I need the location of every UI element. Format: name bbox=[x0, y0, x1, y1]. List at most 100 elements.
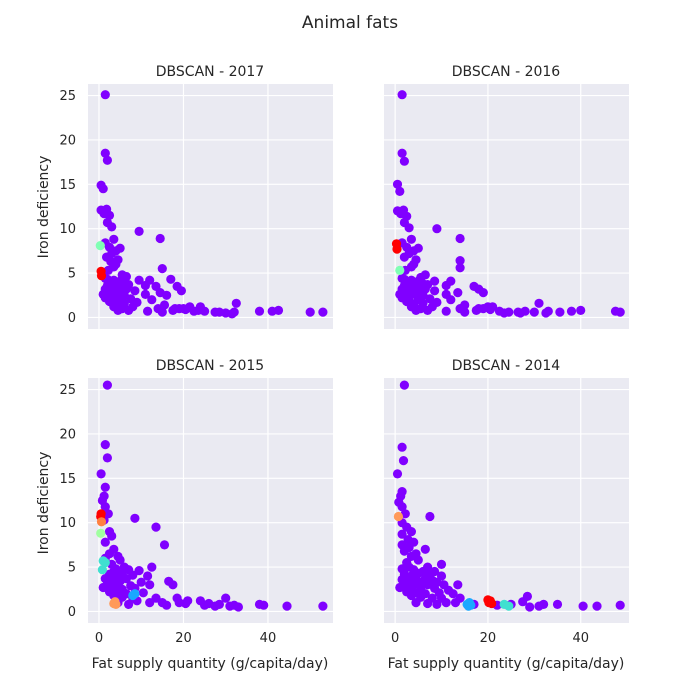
data-point bbox=[504, 601, 514, 611]
data-point bbox=[400, 509, 410, 519]
y-tick-label: 15 bbox=[59, 472, 76, 487]
y-tick-label: 5 bbox=[68, 267, 76, 282]
data-point bbox=[318, 307, 328, 317]
data-point bbox=[397, 90, 407, 100]
data-point bbox=[130, 286, 140, 296]
data-point bbox=[432, 224, 442, 234]
data-point bbox=[155, 233, 165, 244]
data-point bbox=[397, 148, 407, 158]
y-tick-label: 0 bbox=[68, 605, 76, 620]
data-point bbox=[539, 599, 549, 610]
y-tick-label: 25 bbox=[59, 383, 76, 398]
data-point bbox=[448, 589, 458, 599]
data-point bbox=[423, 598, 433, 609]
data-point bbox=[96, 469, 106, 479]
panel-2014: DBSCAN - 2014 0 20 40 bbox=[384, 358, 629, 646]
data-point bbox=[430, 276, 440, 286]
data-point bbox=[578, 601, 588, 611]
x-tick-label: 40 bbox=[572, 631, 589, 646]
data-point bbox=[97, 565, 107, 575]
x-axis-label-right: Fat supply quantity (g/capita/day) bbox=[388, 656, 625, 672]
data-point bbox=[162, 290, 172, 300]
data-point bbox=[128, 590, 138, 601]
data-point bbox=[103, 265, 113, 275]
data-point bbox=[552, 599, 563, 610]
data-point bbox=[102, 453, 112, 463]
data-point bbox=[100, 90, 110, 100]
data-point bbox=[399, 252, 409, 262]
data-point bbox=[478, 288, 488, 298]
data-point bbox=[157, 307, 167, 317]
data-point bbox=[140, 280, 150, 291]
data-point bbox=[392, 244, 402, 254]
panel-2016-title: DBSCAN - 2016 bbox=[452, 64, 561, 80]
data-point bbox=[102, 380, 112, 390]
data-point bbox=[231, 298, 241, 308]
data-point bbox=[518, 597, 528, 607]
data-point bbox=[529, 307, 539, 317]
data-point bbox=[455, 256, 465, 266]
data-point bbox=[485, 304, 495, 315]
data-point bbox=[96, 528, 106, 538]
data-point bbox=[425, 294, 435, 304]
data-point bbox=[463, 601, 474, 611]
data-point bbox=[282, 601, 292, 611]
panel-2017-title: DBSCAN - 2017 bbox=[156, 64, 264, 80]
data-point bbox=[305, 307, 315, 317]
data-point bbox=[273, 305, 284, 315]
data-point bbox=[200, 600, 210, 610]
data-point bbox=[576, 305, 586, 315]
data-point bbox=[181, 598, 191, 609]
data-point bbox=[453, 580, 463, 590]
data-point bbox=[432, 599, 442, 610]
data-point bbox=[124, 599, 134, 610]
y-axis-label-bottom: Iron deficiency bbox=[36, 452, 52, 555]
data-point bbox=[98, 184, 108, 194]
data-point bbox=[398, 456, 409, 466]
data-point bbox=[566, 306, 577, 316]
data-point bbox=[446, 295, 456, 305]
data-point bbox=[592, 601, 602, 611]
data-point bbox=[441, 306, 451, 316]
data-point bbox=[115, 555, 125, 565]
data-point bbox=[413, 555, 423, 565]
y-tick-label: 5 bbox=[68, 561, 76, 576]
data-point bbox=[399, 156, 409, 166]
x-tick-label: 0 bbox=[95, 631, 103, 646]
data-point bbox=[100, 440, 110, 450]
data-point bbox=[168, 580, 178, 590]
data-point bbox=[425, 511, 435, 522]
data-point bbox=[254, 306, 265, 316]
data-point bbox=[423, 580, 433, 590]
data-point bbox=[134, 275, 144, 285]
data-point bbox=[104, 210, 115, 220]
data-point bbox=[130, 513, 140, 523]
data-point bbox=[392, 469, 403, 479]
data-point bbox=[615, 307, 625, 317]
data-point bbox=[399, 380, 409, 390]
data-point bbox=[460, 307, 470, 317]
data-point bbox=[515, 308, 526, 318]
data-point bbox=[395, 186, 405, 196]
data-point bbox=[159, 540, 170, 550]
data-point bbox=[543, 306, 553, 316]
x-tick-label: 20 bbox=[480, 631, 497, 646]
data-point bbox=[138, 588, 148, 598]
data-point bbox=[406, 527, 416, 537]
data-point bbox=[221, 593, 231, 603]
data-point bbox=[107, 222, 117, 232]
data-point bbox=[100, 558, 110, 568]
y-tick-label: 10 bbox=[59, 222, 76, 237]
panel-2015-title: DBSCAN - 2015 bbox=[156, 358, 264, 374]
data-point bbox=[430, 286, 440, 296]
data-point bbox=[555, 307, 565, 317]
data-point bbox=[95, 241, 105, 251]
data-point bbox=[471, 305, 481, 315]
panel-2016: DBSCAN - 2016 bbox=[384, 64, 629, 329]
y-tick-label: 25 bbox=[59, 89, 76, 104]
data-point bbox=[143, 306, 153, 316]
data-point bbox=[100, 502, 110, 512]
data-point bbox=[134, 226, 144, 236]
y-tick-label: 0 bbox=[68, 311, 76, 326]
